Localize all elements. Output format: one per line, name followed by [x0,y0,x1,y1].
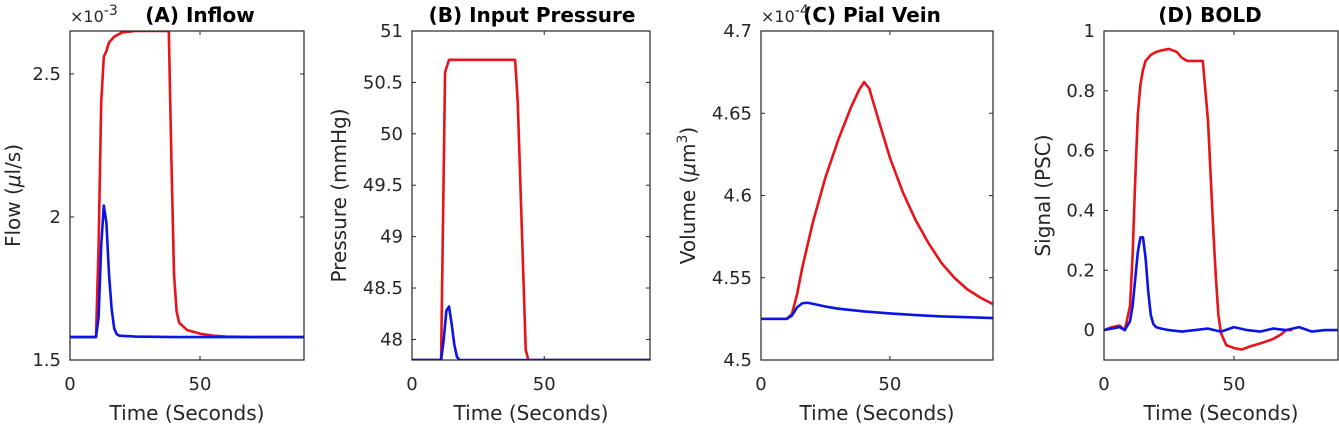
y-tick-label: 1 [1084,21,1095,42]
series-red-line [412,58,650,360]
series-blue-line [761,301,993,321]
chart-title: (D) BOLD [1158,3,1261,27]
axes-frame [69,30,305,361]
y-axis-label: Pressure (mmHg) [327,108,351,282]
y-exponent-label: ×10-3 [70,3,118,26]
y-tick-label: 49.5 [363,175,403,196]
y-tick-label: 4.6 [723,186,752,207]
chart-title: (B) Input Pressure [429,3,636,27]
y-tick-label: 0 [1084,320,1095,341]
y-tick-label: 1.5 [32,350,61,371]
y-axis-label: Flow (μl/s) [1,144,25,247]
y-tick-label: 0.6 [1066,141,1095,162]
y-tick-label: 0.8 [1066,81,1095,102]
x-tick-label: 50 [1223,374,1246,395]
y-axis-label: Signal (PSC) [1031,134,1055,256]
y-tick-label: 2 [50,207,61,228]
y-axis-label: Volume (μm3) [675,127,700,265]
axes-frame [411,30,651,361]
x-axis-label: Time (Seconds) [453,401,609,425]
y-tick-label: 4.5 [723,350,752,371]
x-tick-label: 0 [1098,374,1109,395]
y-tick-label: 51 [380,21,403,42]
series-blue-line [70,204,304,339]
series-red-line [1104,47,1293,351]
x-tick-label: 50 [533,374,556,395]
x-tick-label: 0 [64,374,75,395]
y-tick-label: 48 [380,329,403,350]
y-tick-label: 48.5 [363,278,403,299]
panel-1: 0 50 48 48.5 49 49.5 50 50.5 51 (B) Input Pressur… [327,3,651,425]
y-tick-label: 0.2 [1066,260,1095,281]
chart-title: (C) Pial Vein [803,3,941,27]
x-axis-label: Time (Seconds) [1143,401,1299,425]
chart-title: (A) Inflow [145,3,254,27]
y-tick-label: 4.7 [723,21,752,42]
series-blue-line [412,305,650,360]
series-blue-line [1104,236,1338,333]
series-red-line [761,80,993,321]
x-tick-label: 0 [406,374,417,395]
y-tick-label: 49 [380,227,403,248]
panel-3: 0 50 0 0.2 0.4 0.6 0.8 1 (D) BOLD Time (Seconds) S… [1031,3,1339,425]
y-tick-label: 2.5 [32,64,61,85]
series-red-line [70,31,304,339]
axes-frame [1103,30,1339,361]
panel-2: 0 50 4.5 4.55 4.6 4.65 4.7 (C) Pial Vein Time (S… [675,3,994,425]
y-tick-label: 50.5 [363,72,403,93]
x-axis-label: Time (Seconds) [799,401,955,425]
x-axis-label: Time (Seconds) [109,401,265,425]
y-tick-label: 50 [380,124,403,145]
x-tick-label: 0 [755,374,766,395]
x-tick-label: 50 [189,374,212,395]
y-exponent-label: ×10-4 [761,3,809,26]
panel-0: 0 50 1.5 2 2.5 (A) Inflow Time (Seconds) Flow (… [1,3,305,425]
y-tick-label: 4.55 [712,268,752,289]
y-tick-label: 0.4 [1066,200,1095,221]
x-tick-label: 50 [878,374,901,395]
y-tick-label: 4.65 [712,103,752,124]
